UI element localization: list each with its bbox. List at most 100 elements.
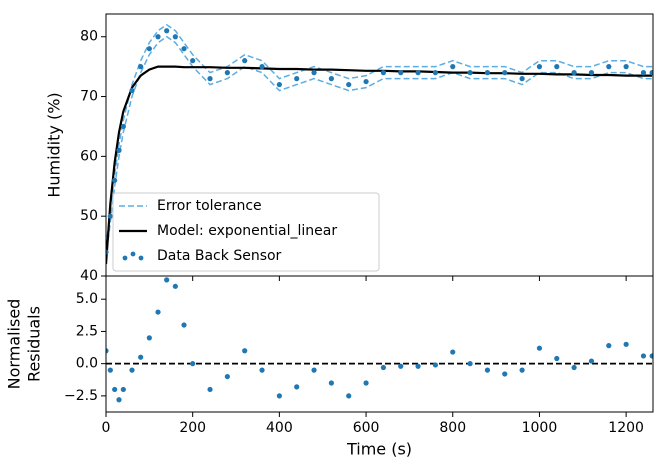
y-axis-label: Normalised [5,299,24,390]
data-point [116,147,122,153]
data-point [328,76,334,82]
y-tick-label: 80 [80,29,98,45]
data-point [224,373,230,380]
data-point [502,371,508,377]
y-tick-label: 50 [80,208,98,224]
data-point [276,81,282,88]
data-point [294,76,300,82]
data-point [181,46,187,52]
data-point [519,76,525,82]
data-point [164,277,170,283]
data-point [107,367,113,373]
data-point [536,345,543,351]
y-tick-label: 40 [80,268,98,284]
data-point [536,64,543,70]
data-point [649,70,653,76]
data-point [138,354,144,360]
data-point [363,380,369,386]
data-point [242,348,248,354]
data-point [116,397,122,403]
data-point [554,355,560,362]
data-point [276,393,282,399]
y-tick-label: 70 [80,89,98,105]
data-point [450,349,456,355]
data-point [554,64,560,70]
data-point [571,364,577,371]
tolerance-line [106,35,653,259]
data-point [450,64,456,70]
data-point [398,363,404,369]
data-point [502,70,508,76]
x-tick-label: 0 [102,420,111,436]
y-tick-label: 60 [80,148,98,164]
data-point [623,341,629,347]
x-tick-label: 1200 [608,420,644,436]
data-point [120,123,126,130]
data-point [106,249,109,255]
y-tick-label: 5.0 [76,291,98,307]
data-point [112,386,118,393]
data-point [363,78,369,85]
data-point [415,363,421,369]
data-point [207,386,213,393]
data-point [120,386,126,393]
data-point [328,380,334,386]
data-point [129,367,135,373]
data-point [467,70,473,76]
data-point [112,177,118,183]
legend-marker [130,251,136,257]
data-point [172,34,178,40]
data-point [129,87,135,94]
data-point [606,64,612,70]
y-axis-label: Humidity (%) [45,92,64,197]
data-point [484,367,491,373]
data-point [571,70,577,76]
y-tick-label: 0.0 [76,356,98,372]
data-point [107,213,113,219]
data-point [588,358,595,364]
data-point [164,28,170,34]
data-point [138,64,144,70]
data-point [606,343,612,349]
data-point [294,384,300,390]
data-point [190,58,196,64]
data-point [155,34,161,40]
x-tick-label: 600 [353,420,380,436]
data-point [146,335,152,341]
model-line [106,65,653,265]
y-axis-label: Residuals [25,306,44,382]
data-point [242,58,248,64]
legend-label: Data Back Sensor [157,248,282,264]
data-point [519,367,525,373]
data-point [106,348,109,354]
legend-label: Error tolerance [157,198,262,214]
data-point [311,367,317,373]
y-tick-label: −2.5 [64,388,98,404]
data-point [467,361,473,367]
data-point [432,362,439,368]
data-point [640,353,647,359]
data-point [623,64,629,70]
data-point [311,70,317,76]
x-axis-label: Time (s) [346,440,412,459]
data-point [172,283,178,289]
legend-marker [122,255,128,261]
data-point [380,364,387,371]
legend-marker [138,255,144,261]
data-point [649,353,653,359]
data-point [415,70,421,76]
data-point [224,70,230,76]
data-point [259,64,265,70]
x-tick-label: 200 [179,420,206,436]
data-point [146,46,152,52]
data-point [398,70,404,76]
x-tick-label: 1000 [522,420,558,436]
axes-frame [105,275,654,413]
data-point [588,70,595,76]
data-point [640,70,647,76]
data-point [155,309,161,315]
data-point [346,81,352,88]
data-point [380,70,387,76]
